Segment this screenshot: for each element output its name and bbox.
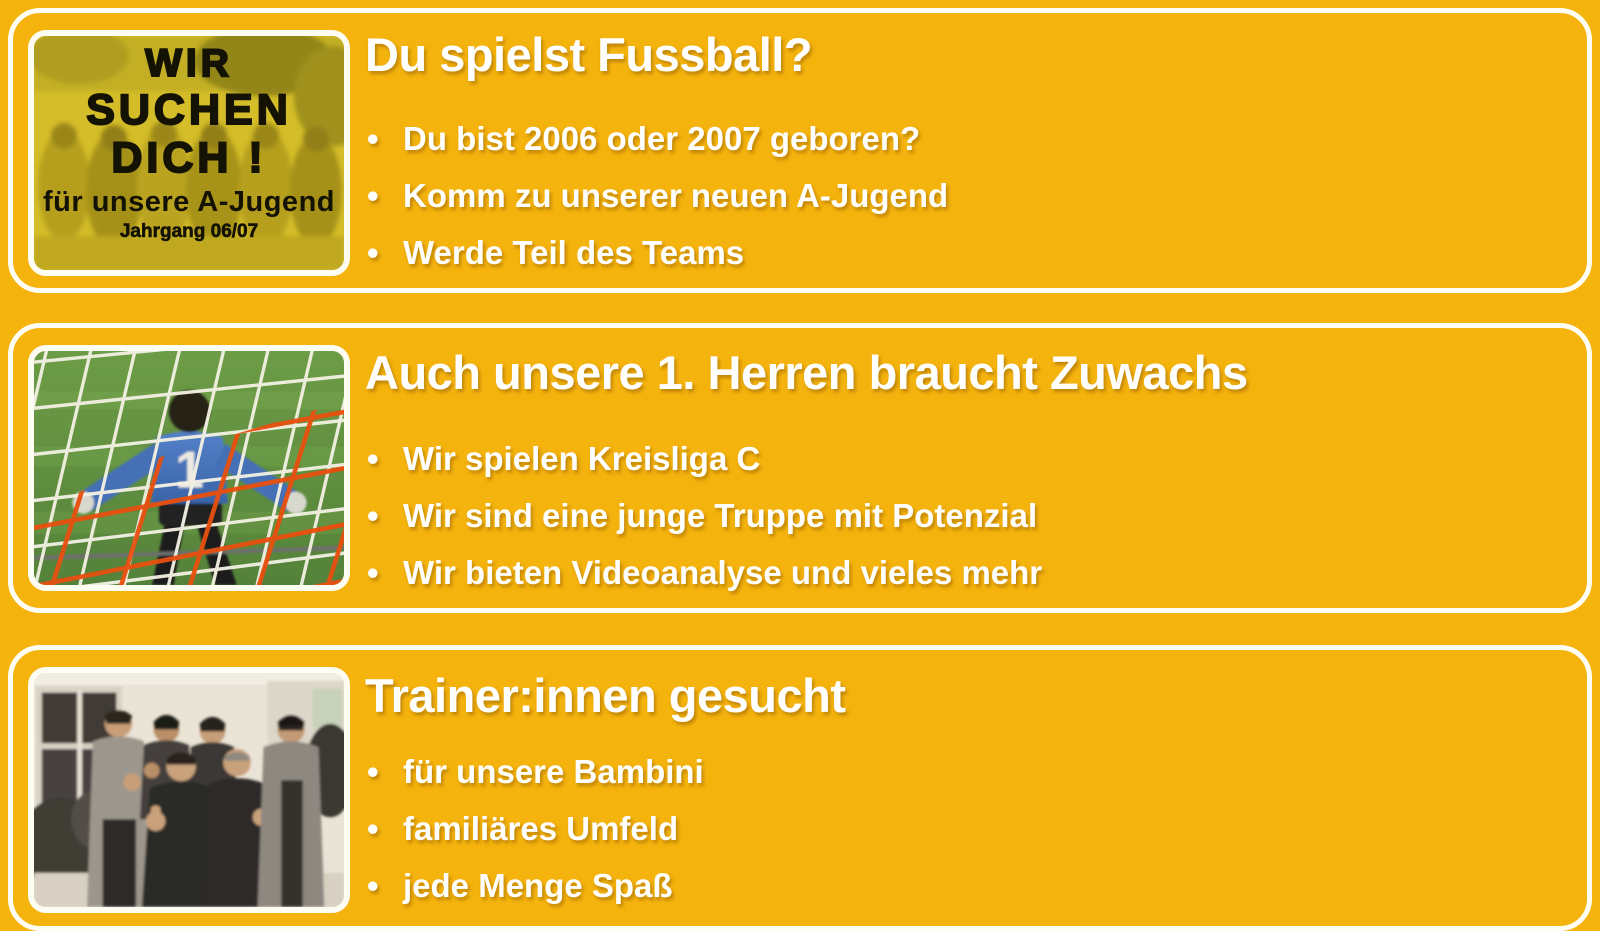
overlay-line-1: WIR	[144, 41, 233, 86]
overlay-subcaption: Jahrgang 06/07	[119, 220, 259, 243]
card-trainers-wanted: Trainer:innen gesucht für unsere Bambini…	[8, 645, 1592, 931]
bullet-item: Komm zu unserer neuen A-Jugend	[365, 167, 948, 224]
bullet-item: Wir sind eine junge Truppe mit Potenzial	[365, 487, 1042, 544]
bullet-item: familiäres Umfeld	[365, 800, 704, 857]
bullet-list: für unsere Bambini familiäres Umfeld jed…	[365, 743, 704, 914]
overlay-line-2: SUCHEN	[85, 85, 292, 135]
bullet-item: Wir bieten Videoanalyse und vieles mehr	[365, 544, 1042, 601]
card-youth-recruiting: WIR SUCHEN DICH ! für unsere A-Jugend Ja…	[8, 8, 1592, 293]
card-title: Du spielst Fussball?	[365, 28, 813, 81]
team-huddle-illustration	[34, 36, 344, 270]
bullet-item: Werde Teil des Teams	[365, 224, 948, 281]
card-title: Auch unsere 1. Herren braucht Zuwachs	[365, 346, 1248, 399]
overlay-caption: für unsere A-Jugend	[42, 185, 335, 218]
goalkeeper-image: 1	[28, 345, 350, 591]
team-huddle-text-overlay: WIR SUCHEN DICH ! für unsere A-Jugend Ja…	[34, 36, 344, 270]
bullet-item: Wir spielen Kreisliga C	[365, 430, 1042, 487]
overlay-line-3: DICH !	[110, 133, 267, 183]
card-first-team: 1	[8, 323, 1592, 613]
trainer-group-illustration	[34, 673, 344, 907]
bullet-item: für unsere Bambini	[365, 743, 704, 800]
goalkeeper-illustration: 1	[34, 351, 344, 585]
card-title: Trainer:innen gesucht	[365, 669, 846, 722]
trainer-group-image	[28, 667, 350, 913]
bullet-item: Du bist 2006 oder 2007 geboren?	[365, 110, 948, 167]
bullet-list: Du bist 2006 oder 2007 geboren? Komm zu …	[365, 110, 948, 281]
bullet-list: Wir spielen Kreisliga C Wir sind eine ju…	[365, 430, 1042, 601]
bullet-item: jede Menge Spaß	[365, 857, 704, 914]
team-huddle-image: WIR SUCHEN DICH ! für unsere A-Jugend Ja…	[28, 30, 350, 276]
